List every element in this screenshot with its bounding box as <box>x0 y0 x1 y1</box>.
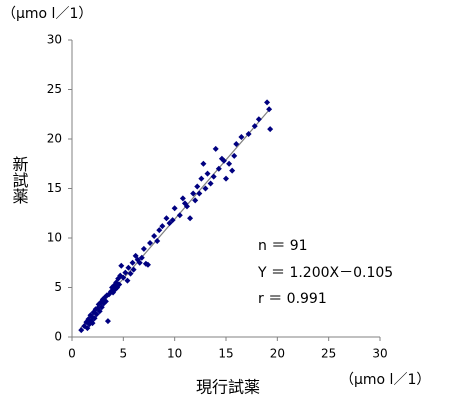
data-point <box>140 245 147 252</box>
data-point <box>204 170 211 177</box>
x-unit: （μmo l／1） <box>340 372 430 388</box>
data-point <box>212 145 219 152</box>
data-point <box>196 190 203 197</box>
data-point <box>251 123 258 130</box>
data-point <box>98 304 105 311</box>
y-tick-label: 20 <box>47 132 62 146</box>
x-tick-label: 15 <box>218 347 233 361</box>
data-point <box>187 215 194 222</box>
data-point <box>226 160 233 167</box>
x-tick-label: 0 <box>68 347 76 361</box>
data-point <box>233 140 240 147</box>
y-tick-label: 25 <box>47 82 62 96</box>
data-point <box>210 173 217 180</box>
data-point <box>125 264 132 271</box>
data-point <box>151 233 158 240</box>
data-point <box>198 175 205 182</box>
x-tick-label: 30 <box>372 347 387 361</box>
data-point <box>159 223 166 230</box>
data-point <box>267 126 274 133</box>
data-point <box>229 167 236 174</box>
x-tick-label: 10 <box>167 347 182 361</box>
data-point <box>266 106 273 113</box>
data-point <box>190 190 197 197</box>
data-point <box>127 270 134 277</box>
y-unit: （μmo l／1） <box>2 6 92 22</box>
data-point <box>223 175 229 182</box>
data-point <box>176 212 183 219</box>
data-point <box>264 99 271 106</box>
data-point <box>169 217 176 224</box>
annotation: Y ＝ 1.200X－0.105 <box>257 265 393 281</box>
annotation: n ＝ 91 <box>258 238 308 254</box>
data-point <box>91 315 98 322</box>
data-point <box>122 269 129 276</box>
data-point <box>144 261 151 268</box>
data-point <box>163 215 170 222</box>
y-axis-label: 新試薬 <box>10 156 29 204</box>
data-point <box>179 195 186 202</box>
annotation: r ＝ 0.991 <box>258 291 327 307</box>
x-axis-label: 現行試薬 <box>196 378 260 397</box>
data-point <box>96 308 103 315</box>
data-point <box>202 185 209 192</box>
x-tick-label: 5 <box>120 347 128 361</box>
y-tick-label: 10 <box>47 231 62 245</box>
data-point <box>138 254 145 261</box>
data-point <box>118 262 125 269</box>
data-point <box>207 180 214 187</box>
data-point <box>171 205 178 212</box>
data-point <box>102 298 109 305</box>
data-point <box>104 318 111 325</box>
y-tick-label: 5 <box>54 280 62 294</box>
y-tick-label: 0 <box>54 330 62 344</box>
data-point <box>192 197 199 204</box>
data-point <box>147 239 154 246</box>
data-point <box>194 183 201 190</box>
data-point <box>120 274 127 281</box>
data-point <box>116 281 123 288</box>
data-point <box>136 259 143 266</box>
y-tick-label: 15 <box>47 181 62 195</box>
data-point <box>154 237 161 244</box>
data-point <box>215 165 222 172</box>
data-point <box>129 259 136 266</box>
data-point <box>166 220 173 227</box>
data-point <box>89 320 96 327</box>
data-point <box>93 311 100 318</box>
data-point <box>245 131 252 138</box>
data-point <box>132 252 139 259</box>
data-point <box>220 157 227 164</box>
data-point <box>231 152 238 159</box>
data-point <box>84 325 91 332</box>
x-tick-label: 25 <box>321 347 336 361</box>
data-point <box>255 116 262 123</box>
data-point <box>200 160 207 167</box>
data-point <box>183 203 190 210</box>
data-point <box>130 266 137 273</box>
data-point <box>124 277 131 284</box>
x-tick-label: 20 <box>270 347 285 361</box>
data-point <box>156 227 163 234</box>
data-point <box>78 327 85 334</box>
data-point <box>238 134 245 141</box>
y-tick-label: 30 <box>47 33 62 47</box>
